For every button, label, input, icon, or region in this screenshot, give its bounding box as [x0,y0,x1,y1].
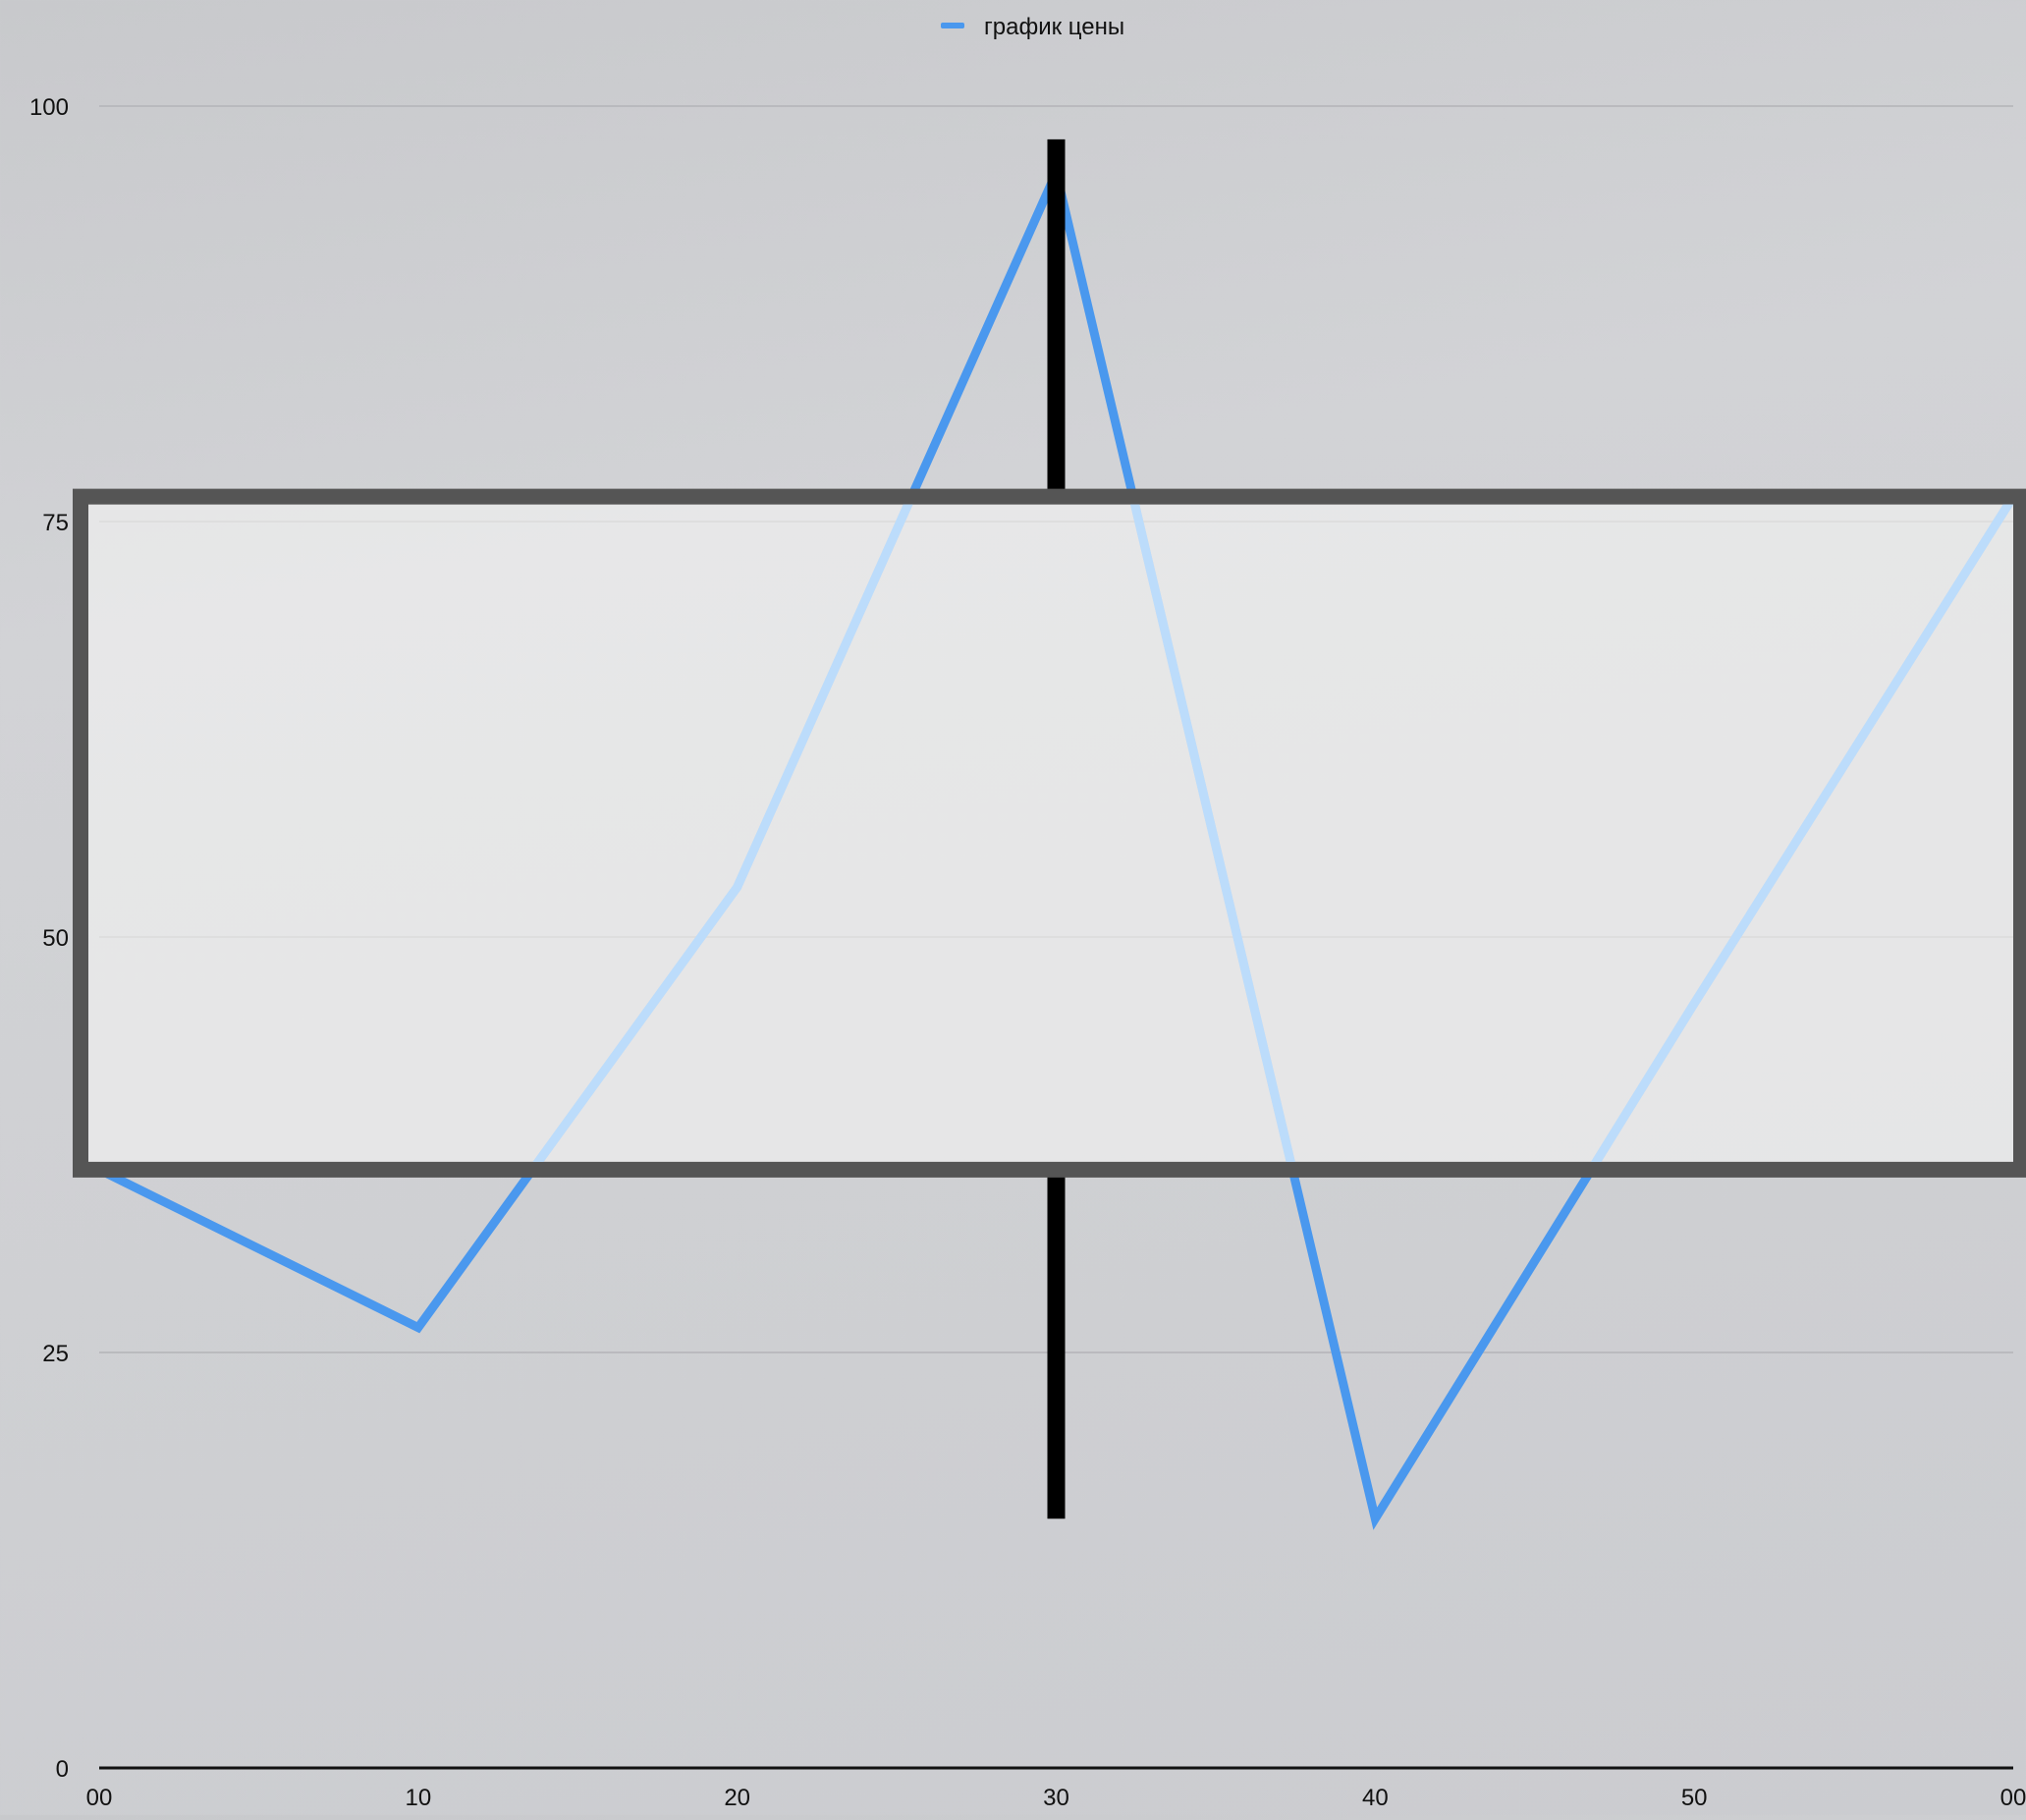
candlestick [81,139,2021,1518]
x-tick-label: 10 [405,1785,431,1811]
x-tick-label: 40 [1362,1785,1389,1811]
y-tick-label: 100 [29,94,69,121]
legend-label: график цены [984,14,1124,40]
y-tick-label: 75 [42,510,69,536]
x-tick-label: 20 [724,1785,750,1811]
y-axis: 0 25 50 75 100 [29,94,69,1783]
candle-body [81,497,2021,1170]
y-tick-label: 0 [56,1756,69,1783]
y-tick-label: 25 [42,1341,69,1367]
x-tick-label: 00 [86,1785,113,1811]
y-tick-label: 50 [42,925,69,952]
x-tick-label: 30 [1043,1785,1069,1811]
legend: график цены [941,14,1124,40]
x-tick-label: 00 [2000,1785,2026,1811]
x-tick-label: 50 [1681,1785,1708,1811]
x-axis: 00 10 20 30 40 50 00 [86,1768,2026,1811]
legend-swatch [941,23,964,28]
